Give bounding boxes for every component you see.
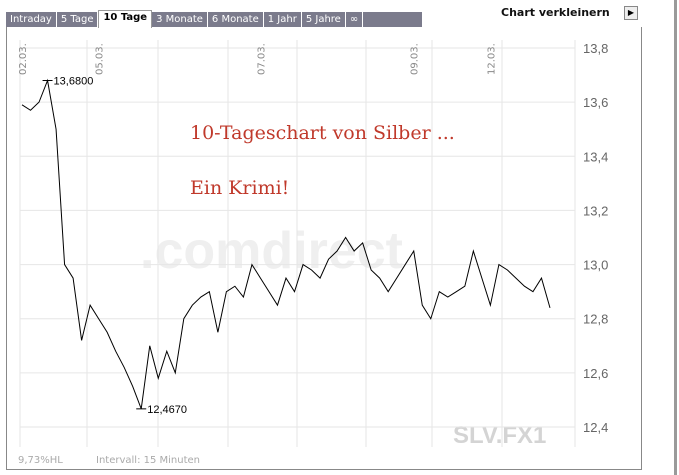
interval-label: Intervall: 15 Minuten: [96, 455, 200, 466]
tab-7[interactable]: ∞: [346, 12, 364, 27]
y-tick-label: 12,8: [583, 312, 608, 327]
watermark: .comdirect: [140, 222, 403, 280]
overlay-subtitle: Ein Krimi!: [190, 177, 290, 199]
tab-1[interactable]: 5 Tage: [57, 12, 99, 27]
y-tick-label: 13,6: [583, 95, 608, 110]
y-tick-label: 13,8: [583, 41, 608, 56]
symbol-label: SLV.FX1: [453, 422, 546, 449]
tab-6[interactable]: 5 Jahre: [302, 12, 346, 27]
x-tick-label: 09.03.: [410, 43, 421, 75]
annotation-label: 13,6800: [54, 75, 94, 87]
x-tick-label: 07.03.: [256, 43, 267, 75]
scrollbar[interactable]: [674, 0, 677, 475]
tab-0[interactable]: Intraday: [6, 12, 57, 27]
x-tick-label: 02.03.: [18, 43, 29, 75]
y-tick-label: 13,4: [583, 149, 608, 164]
y-tick-label: 13,0: [583, 258, 608, 273]
chart-frame: [6, 27, 642, 470]
y-tick-label: 13,2: [583, 203, 608, 218]
tab-3[interactable]: 3 Monate: [152, 12, 208, 27]
period-tabs: Intraday 5 Tage 10 Tage 3 Monate 6 Monate 1 J…: [6, 10, 422, 28]
tab-2[interactable]: 10 Tage: [98, 10, 153, 28]
x-tick-label: 05.03.: [95, 43, 106, 75]
range-label: 9,73%HL: [18, 455, 63, 466]
x-tick-label: 12.03.: [486, 43, 497, 75]
chart-shrink-link[interactable]: Chart verkleinern: [501, 6, 610, 19]
overlay-title: 10-Tageschart von Silber ...: [190, 122, 455, 144]
y-tick-label: 12,6: [583, 366, 608, 381]
tab-4[interactable]: 6 Monate: [208, 12, 264, 27]
tab-5[interactable]: 1 Jahr: [264, 12, 302, 27]
price-line: [21, 78, 551, 410]
annotation-label: 12,4670: [147, 404, 187, 416]
y-tick-label: 12,4: [583, 420, 608, 435]
arrow-right-icon[interactable]: ▶: [624, 6, 638, 20]
